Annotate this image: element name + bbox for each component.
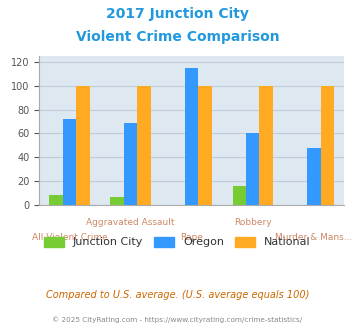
Bar [63, 119, 76, 205]
Text: Murder & Mans...: Murder & Mans... [275, 233, 353, 242]
Bar [321, 86, 334, 205]
Bar [246, 133, 260, 205]
Bar [49, 195, 63, 205]
Text: Violent Crime Comparison: Violent Crime Comparison [76, 30, 279, 44]
Bar [124, 123, 137, 205]
Text: 2017 Junction City: 2017 Junction City [106, 7, 249, 20]
Bar [198, 86, 212, 205]
Legend: Junction City, Oregon, National: Junction City, Oregon, National [40, 232, 315, 252]
Text: © 2025 CityRating.com - https://www.cityrating.com/crime-statistics/: © 2025 CityRating.com - https://www.city… [53, 317, 302, 323]
Text: All Violent Crime: All Violent Crime [32, 233, 108, 242]
Bar [137, 86, 151, 205]
Text: Rape: Rape [180, 233, 203, 242]
Text: Compared to U.S. average. (U.S. average equals 100): Compared to U.S. average. (U.S. average … [46, 290, 309, 300]
Bar [260, 86, 273, 205]
Bar [110, 197, 124, 205]
Bar [307, 148, 321, 205]
Bar [233, 185, 246, 205]
Bar [185, 68, 198, 205]
Bar [76, 86, 90, 205]
Text: Robbery: Robbery [234, 218, 272, 227]
Text: Aggravated Assault: Aggravated Assault [86, 218, 175, 227]
